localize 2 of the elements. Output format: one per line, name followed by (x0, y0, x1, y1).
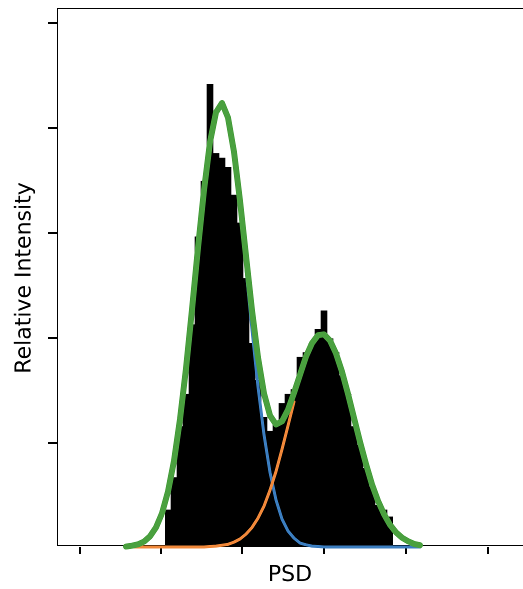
y-axis-title: Relative Intensity (12, 182, 36, 374)
x-axis-title: PSD (268, 562, 312, 587)
